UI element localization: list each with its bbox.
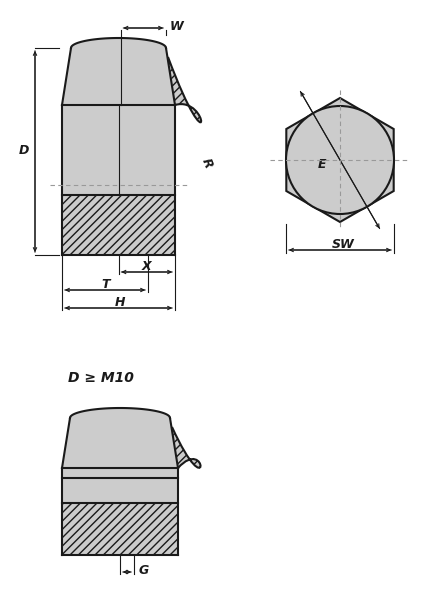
Text: T: T: [101, 279, 109, 291]
Polygon shape: [62, 408, 201, 555]
Circle shape: [286, 106, 394, 214]
Text: SW: SW: [332, 238, 355, 251]
Text: R: R: [199, 156, 215, 170]
Text: E: E: [318, 158, 326, 170]
Polygon shape: [62, 195, 175, 255]
Text: G: G: [139, 565, 149, 577]
Polygon shape: [286, 98, 394, 222]
Polygon shape: [62, 503, 178, 555]
Text: W: W: [170, 21, 184, 34]
Polygon shape: [166, 48, 201, 122]
Text: D: D: [19, 144, 29, 158]
Polygon shape: [62, 38, 201, 255]
Text: X: X: [142, 260, 151, 274]
Polygon shape: [170, 418, 201, 468]
Text: D ≥ M10: D ≥ M10: [68, 371, 134, 385]
Text: H: H: [115, 296, 125, 310]
